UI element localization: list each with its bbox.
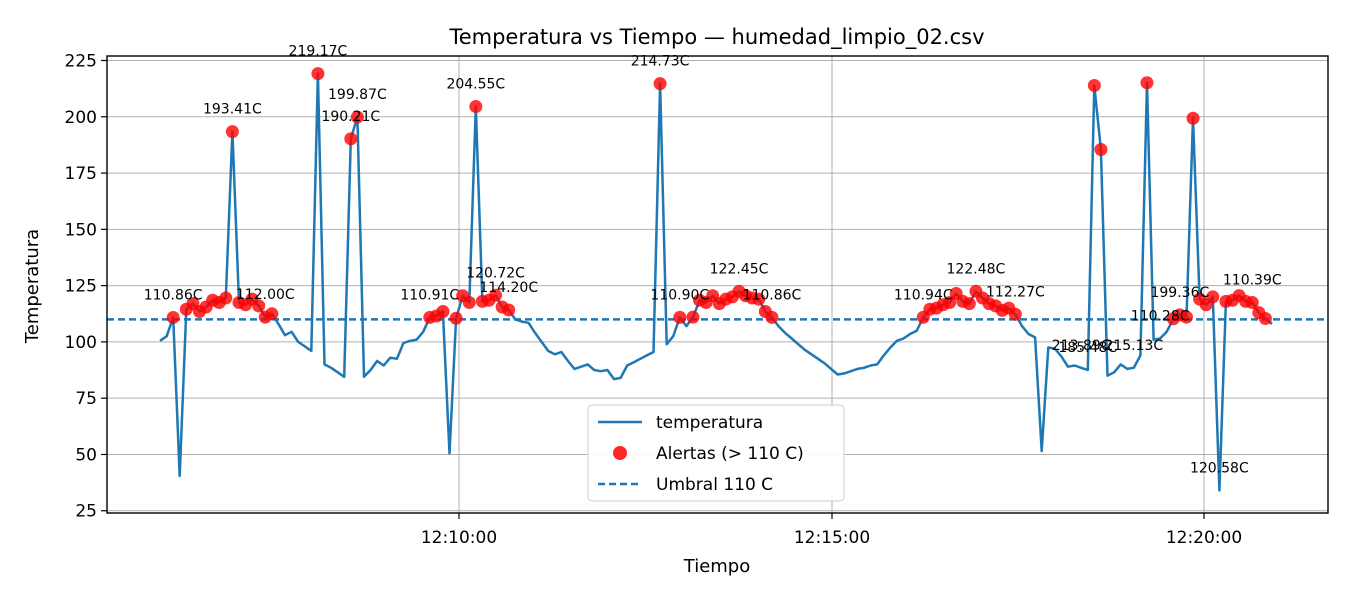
alert-point bbox=[752, 292, 766, 306]
y-tick-label: 175 bbox=[65, 164, 97, 184]
alert-value-label: 110.39C bbox=[1223, 273, 1282, 289]
alert-point bbox=[166, 310, 180, 324]
legend-label-umbral: Umbral 110 C bbox=[656, 475, 773, 495]
alert-point bbox=[653, 77, 667, 91]
alert-point bbox=[252, 299, 266, 313]
y-tick-label: 150 bbox=[65, 220, 97, 240]
y-tick-label: 125 bbox=[65, 277, 97, 297]
alert-point bbox=[350, 110, 364, 124]
legend-label-alertas: Alertas (> 110 C) bbox=[656, 444, 804, 464]
alert-value-label: 199.36C bbox=[1150, 285, 1209, 301]
alert-points bbox=[166, 67, 1272, 326]
alert-point bbox=[311, 67, 325, 81]
alert-value-label: 122.48C bbox=[947, 261, 1006, 277]
y-tick-label: 75 bbox=[75, 389, 97, 409]
chart-title: Temperatura vs Tiempo — humedad_limpio_0… bbox=[448, 25, 984, 50]
alert-value-label: 214.73C bbox=[631, 54, 690, 70]
alert-value-label: 114.20C bbox=[479, 280, 538, 296]
alert-value-label: 110.28C bbox=[1131, 309, 1190, 325]
alert-value-label: 110.91C bbox=[400, 287, 459, 303]
alert-value-label: 112.00C bbox=[236, 287, 295, 303]
alert-value-label: 122.45C bbox=[710, 261, 769, 277]
alert-value-label: 110.90C bbox=[650, 287, 709, 303]
x-axis-title: Tiempo bbox=[683, 556, 751, 577]
alert-value-label: 120.58C bbox=[1190, 460, 1249, 476]
alert-value-label: 190.21C bbox=[321, 109, 380, 125]
legend-box bbox=[587, 404, 845, 502]
legend: temperatura Alertas (> 110 C) Umbral 110… bbox=[587, 404, 845, 502]
alert-value-label: 120.72C bbox=[466, 265, 525, 281]
alert-point bbox=[1206, 290, 1220, 304]
y-tick-label: 200 bbox=[65, 108, 97, 128]
alert-point bbox=[462, 296, 476, 310]
alert-point bbox=[686, 310, 700, 324]
y-tick-label: 50 bbox=[75, 445, 97, 465]
alert-point bbox=[225, 125, 239, 139]
alert-value-label: 112.27C bbox=[986, 284, 1045, 300]
alert-value-label: 110.86C bbox=[144, 287, 203, 303]
alert-value-label: 213.89C bbox=[1052, 338, 1111, 354]
y-axis-title: Temperatura bbox=[22, 229, 43, 344]
x-tick-label: 12:10:00 bbox=[421, 528, 497, 548]
alert-point bbox=[765, 310, 779, 324]
alert-point bbox=[962, 297, 976, 311]
alert-value-label: 199.87C bbox=[328, 87, 387, 103]
alert-point bbox=[943, 296, 957, 310]
alert-value-label: 204.55C bbox=[446, 77, 505, 93]
legend-alert-swatch bbox=[613, 446, 627, 460]
alert-value-label: 215.13C bbox=[1104, 338, 1163, 354]
alert-point bbox=[1186, 111, 1200, 125]
alert-point bbox=[1245, 296, 1259, 310]
y-tick-label: 25 bbox=[75, 502, 97, 522]
x-tick-label: 12:15:00 bbox=[794, 528, 870, 548]
alert-value-label: 110.86C bbox=[743, 287, 802, 303]
alert-point bbox=[489, 288, 503, 302]
alert-point bbox=[502, 303, 516, 317]
alert-point bbox=[1008, 307, 1022, 321]
legend-label-temperatura: temperatura bbox=[656, 413, 763, 433]
alert-point bbox=[344, 132, 358, 146]
alert-point bbox=[1094, 142, 1108, 156]
y-tick-label: 225 bbox=[65, 52, 97, 72]
alert-point bbox=[1140, 76, 1154, 90]
alert-value-label: 185.48C bbox=[1058, 340, 1117, 356]
alert-point bbox=[436, 305, 450, 319]
alert-point bbox=[265, 307, 279, 321]
plot-frame bbox=[106, 55, 1329, 514]
grid bbox=[107, 56, 1328, 513]
alert-point bbox=[1258, 312, 1272, 326]
alert-point bbox=[1179, 310, 1193, 324]
y-tick-label: 100 bbox=[65, 333, 97, 353]
alert-point bbox=[1087, 79, 1101, 93]
alert-value-label: 110.94C bbox=[894, 287, 953, 303]
alert-value-label: 193.41C bbox=[203, 102, 262, 118]
alert-value-label: 219.17C bbox=[289, 44, 348, 60]
alert-point bbox=[219, 291, 233, 305]
alert-point bbox=[449, 311, 463, 325]
alert-point bbox=[469, 100, 483, 114]
axes: 25 50 75 100 125 150 175 200 225 12:10:00 12:15:00… bbox=[65, 52, 1243, 548]
alert-point bbox=[673, 310, 687, 324]
x-tick-label: 12:20:00 bbox=[1166, 528, 1242, 548]
